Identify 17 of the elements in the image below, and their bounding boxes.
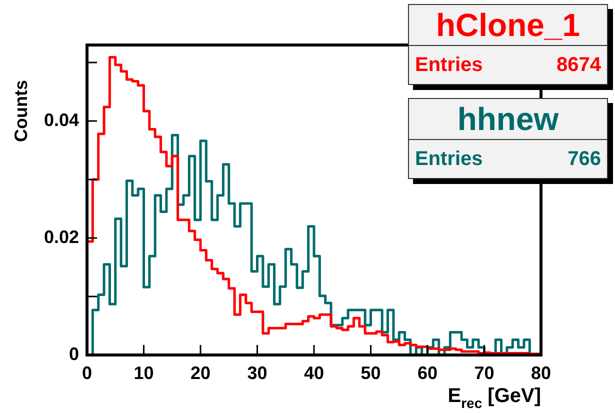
x-tick-label: 80 <box>530 362 552 383</box>
x-tick-label: 60 <box>417 362 438 383</box>
x-tick-label: 10 <box>134 362 154 383</box>
text: hhnew <box>409 99 607 140</box>
x-tick-label: 50 <box>360 362 381 383</box>
y-axis-title: Counts <box>10 80 31 142</box>
x-tick-label: 20 <box>190 362 211 383</box>
x-tick-label: 0 <box>82 362 92 383</box>
text: Entries 766 <box>415 148 601 170</box>
text: Entries 8674 <box>415 54 601 76</box>
y-tick-label: 0.04 <box>44 110 79 130</box>
y-tick-label: 0.02 <box>44 226 79 247</box>
x-tick-label: 70 <box>474 362 494 383</box>
x-tick-label: 40 <box>304 362 324 383</box>
x-tick-label: 30 <box>247 362 268 383</box>
text: hClone_1 <box>409 5 607 46</box>
y-tick-label: 0 <box>68 344 79 364</box>
